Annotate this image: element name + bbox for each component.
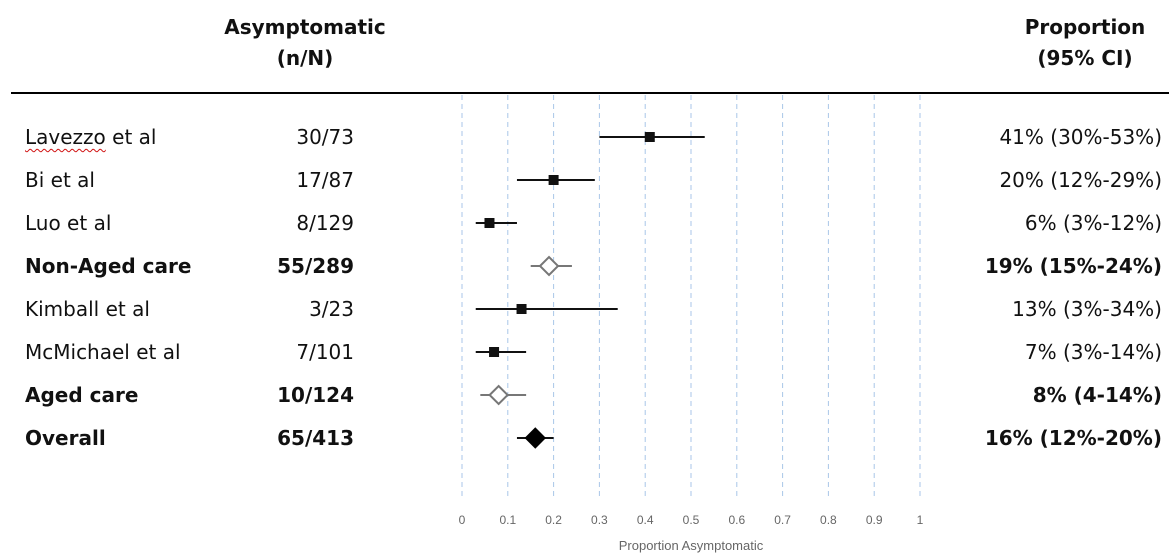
x-tick-label: 0.3 xyxy=(591,513,608,527)
subtotal-diamond xyxy=(538,255,560,277)
count-ratio: 3/23 xyxy=(309,297,354,321)
overall-diamond xyxy=(524,427,546,449)
study-label: Lavezzo et al xyxy=(25,125,157,149)
point-estimate-marker xyxy=(516,304,527,314)
header-divider xyxy=(11,92,1169,94)
study-label: McMichael et al xyxy=(25,340,181,364)
proportion-header-line1: Proportion xyxy=(1024,15,1146,39)
count-ratio: 7/101 xyxy=(296,340,354,364)
subtotal-row: Non-Aged care 55/289 19% (15%-24%) xyxy=(0,251,1169,281)
proportion-ci-label: 41% (30%-53%) xyxy=(999,125,1162,149)
x-axis-label: Proportion Asymptomatic xyxy=(619,538,764,553)
count-column-header: Asymptomatic (n/N) xyxy=(205,12,405,74)
proportion-ci-label: 19% (15%-24%) xyxy=(984,254,1162,278)
point-estimate-marker xyxy=(548,175,559,185)
x-tick-label: 0.8 xyxy=(820,513,837,527)
point-estimate-marker xyxy=(644,132,655,142)
x-tick-label: 0.7 xyxy=(774,513,791,527)
count-ratio: 10/124 xyxy=(277,383,354,407)
proportion-ci-label: 13% (3%-34%) xyxy=(1012,297,1162,321)
point-estimate-marker xyxy=(484,218,495,228)
study-label: Kimball et al xyxy=(25,297,150,321)
point-estimate-marker xyxy=(489,347,500,357)
x-tick-label: 0.9 xyxy=(866,513,883,527)
overall-row: Overall 65/413 16% (12%-20%) xyxy=(0,423,1169,453)
x-tick-label: 0.1 xyxy=(499,513,516,527)
proportion-ci-label: 20% (12%-29%) xyxy=(999,168,1162,192)
subtotal-row: Aged care 10/124 8% (4-14%) xyxy=(0,380,1169,410)
x-tick-label: 0 xyxy=(459,513,466,527)
x-tick-label: 1 xyxy=(917,513,924,527)
study-label: Non-Aged care xyxy=(25,254,192,278)
x-tick-label: 0.4 xyxy=(637,513,654,527)
count-ratio: 65/413 xyxy=(277,426,354,450)
proportion-ci-label: 8% (4-14%) xyxy=(1032,383,1162,407)
study-row: Kimball et al 3/23 13% (3%-34%) xyxy=(0,294,1169,324)
study-row: Lavezzo et al 30/73 41% (30%-53%) xyxy=(0,122,1169,152)
study-label: Aged care xyxy=(25,383,139,407)
proportion-ci-label: 6% (3%-12%) xyxy=(1024,211,1162,235)
count-ratio: 30/73 xyxy=(296,125,354,149)
study-label: Luo et al xyxy=(25,211,112,235)
x-tick-label: 0.5 xyxy=(683,513,700,527)
proportion-ci-label: 16% (12%-20%) xyxy=(984,426,1162,450)
x-tick-label: 0.2 xyxy=(545,513,562,527)
count-header-line1: Asymptomatic xyxy=(224,15,386,39)
study-label: Overall xyxy=(25,426,106,450)
proportion-header-line2: (95% CI) xyxy=(1037,46,1133,70)
study-row: McMichael et al 7/101 7% (3%-14%) xyxy=(0,337,1169,367)
study-row: Bi et al 17/87 20% (12%-29%) xyxy=(0,165,1169,195)
x-tick-label: 0.6 xyxy=(728,513,745,527)
study-row: Luo et al 8/129 6% (3%-12%) xyxy=(0,208,1169,238)
proportion-column-header: Proportion (95% CI) xyxy=(1000,12,1169,74)
count-ratio: 17/87 xyxy=(296,168,354,192)
count-header-line2: (n/N) xyxy=(276,46,334,70)
count-ratio: 8/129 xyxy=(296,211,354,235)
proportion-ci-label: 7% (3%-14%) xyxy=(1024,340,1162,364)
count-ratio: 55/289 xyxy=(277,254,354,278)
study-label: Bi et al xyxy=(25,168,95,192)
subtotal-diamond xyxy=(488,384,510,406)
